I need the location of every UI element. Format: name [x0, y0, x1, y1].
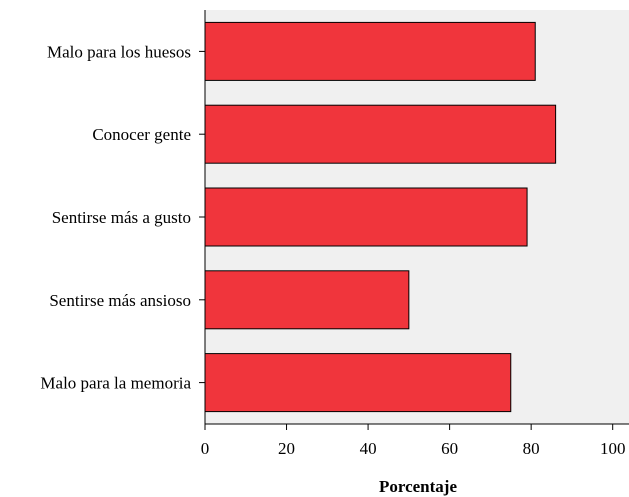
- y-axis-ticks: Malo para los huesos Conocer gente Sentirs…: [40, 42, 205, 393]
- bar: [204, 21, 536, 81]
- x-tick-label: 100: [600, 439, 626, 458]
- bar: [204, 187, 528, 247]
- x-tick-label: 40: [360, 439, 377, 458]
- x-tick-label: 80: [523, 439, 540, 458]
- y-tick-label: Malo para la memoria: [40, 374, 191, 393]
- bar: [204, 270, 410, 330]
- bar: [204, 104, 557, 164]
- x-tick-label: 60: [441, 439, 458, 458]
- y-tick-label: Sentirse más ansioso: [49, 291, 191, 310]
- x-tick-label: 20: [278, 439, 295, 458]
- x-axis-title: Porcentaje: [379, 477, 457, 496]
- y-tick-label: Sentirse más a gusto: [52, 208, 191, 227]
- x-tick-label: 0: [201, 439, 210, 458]
- y-tick-label: Malo para los huesos: [47, 42, 191, 61]
- x-axis-ticks: 0 20 40 60 80 100: [201, 424, 626, 458]
- y-tick-label: Conocer gente: [92, 125, 191, 144]
- bars-group: [204, 21, 557, 413]
- bar: [204, 353, 512, 413]
